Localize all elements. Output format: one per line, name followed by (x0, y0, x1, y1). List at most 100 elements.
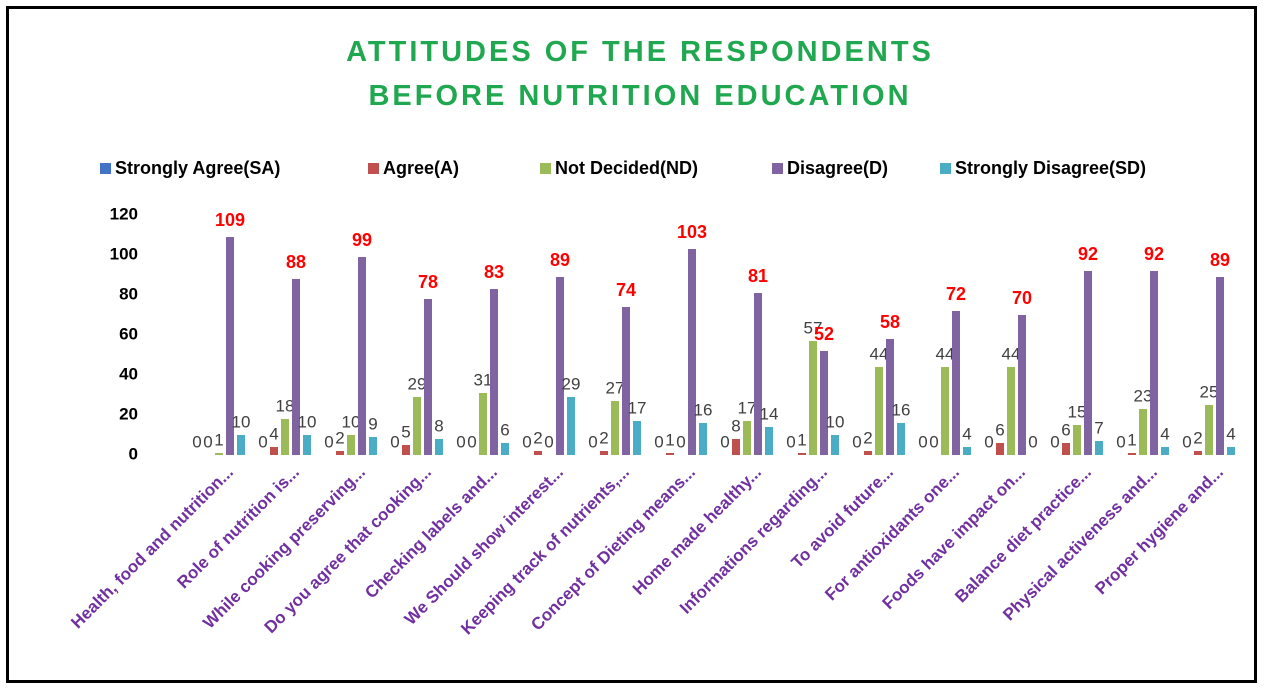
bar (435, 439, 443, 455)
bar (303, 435, 311, 455)
bar (1095, 441, 1103, 455)
data-label: 0 (654, 432, 663, 451)
data-label: 0 (786, 432, 795, 451)
data-label: 99 (352, 230, 372, 250)
x-tick-label: Role of nutrition is... (173, 463, 303, 593)
data-label: 31 (474, 370, 493, 389)
bar (754, 293, 762, 455)
bar (1128, 453, 1136, 455)
data-label: 27 (606, 378, 625, 397)
data-label: 17 (738, 398, 757, 417)
bar (270, 447, 278, 455)
data-label: 5 (401, 422, 410, 441)
x-tick-label: Checking labels and... (361, 463, 501, 603)
bar (622, 307, 630, 455)
data-label: 0 (1050, 432, 1059, 451)
data-label: 2 (1193, 428, 1202, 447)
data-label: 1 (665, 430, 674, 449)
legend-swatch (368, 163, 379, 174)
bar (809, 341, 817, 455)
data-label: 0 (588, 432, 597, 451)
data-label: 0 (1116, 432, 1125, 451)
bar (347, 435, 355, 455)
data-label: 2 (863, 428, 872, 447)
bar (226, 237, 234, 455)
bar (1150, 271, 1158, 455)
bar (1161, 447, 1169, 455)
data-label: 10 (342, 412, 361, 431)
data-label: 6 (995, 420, 1004, 439)
bar (941, 367, 949, 455)
bar (743, 421, 751, 455)
data-label: 16 (694, 400, 713, 419)
data-label: 70 (1012, 288, 1032, 308)
data-label: 1 (214, 430, 223, 449)
data-label: 25 (1200, 382, 1219, 401)
bar (996, 443, 1004, 455)
y-tick-label: 40 (119, 364, 138, 383)
data-label: 23 (1134, 386, 1153, 405)
data-label: 2 (533, 428, 542, 447)
y-tick-label: 60 (119, 324, 138, 343)
bar (424, 299, 432, 455)
bar (479, 393, 487, 455)
bar (237, 435, 245, 455)
data-label: 0 (918, 432, 927, 451)
legend-label: Not Decided(ND) (555, 158, 698, 178)
data-label: 0 (258, 432, 267, 451)
data-label: 6 (1061, 420, 1070, 439)
data-label: 10 (826, 412, 845, 431)
bar (1194, 451, 1202, 455)
bar (490, 289, 498, 455)
data-label: 1 (797, 430, 806, 449)
data-label: 8 (731, 416, 740, 435)
bar (336, 451, 344, 455)
bar (556, 277, 564, 455)
data-label: 0 (390, 432, 399, 451)
bar (765, 427, 773, 455)
data-label: 44 (1002, 344, 1021, 363)
legend-swatch (540, 163, 551, 174)
legend-label: Strongly Agree(SA) (115, 158, 280, 178)
y-tick-label: 120 (110, 204, 138, 223)
frame (6, 6, 1257, 683)
data-label: 8 (434, 416, 443, 435)
legend-swatch (772, 163, 783, 174)
data-label: 92 (1078, 244, 1098, 264)
bar (1007, 367, 1015, 455)
data-label: 4 (1226, 424, 1235, 443)
bar (798, 453, 806, 455)
data-label: 89 (1210, 250, 1230, 270)
bar (831, 435, 839, 455)
data-label: 74 (616, 280, 636, 300)
bar (688, 249, 696, 455)
data-label: 0 (984, 432, 993, 451)
x-tick-label: Proper hygiene and... (1091, 463, 1227, 599)
bar (952, 311, 960, 455)
bar (1018, 315, 1026, 455)
bar (1084, 271, 1092, 455)
bar (666, 453, 674, 455)
legend-label: Strongly Disagree(SD) (955, 158, 1146, 178)
data-label: 2 (599, 428, 608, 447)
data-label: 10 (232, 412, 251, 431)
data-label: 4 (269, 424, 278, 443)
data-label: 0 (456, 432, 465, 451)
data-label: 57 (804, 318, 823, 337)
bar (567, 397, 575, 455)
data-label: 0 (324, 432, 333, 451)
data-label: 0 (1028, 432, 1037, 451)
bar (611, 401, 619, 455)
data-label: 0 (929, 432, 938, 451)
data-label: 1 (1127, 430, 1136, 449)
bar (534, 451, 542, 455)
data-label: 89 (550, 250, 570, 270)
data-label: 44 (936, 344, 955, 363)
data-label: 88 (286, 252, 306, 272)
data-label: 0 (203, 432, 212, 451)
data-label: 4 (1160, 424, 1169, 443)
y-tick-label: 80 (119, 284, 138, 303)
data-label: 78 (418, 272, 438, 292)
data-label: 44 (870, 344, 889, 363)
